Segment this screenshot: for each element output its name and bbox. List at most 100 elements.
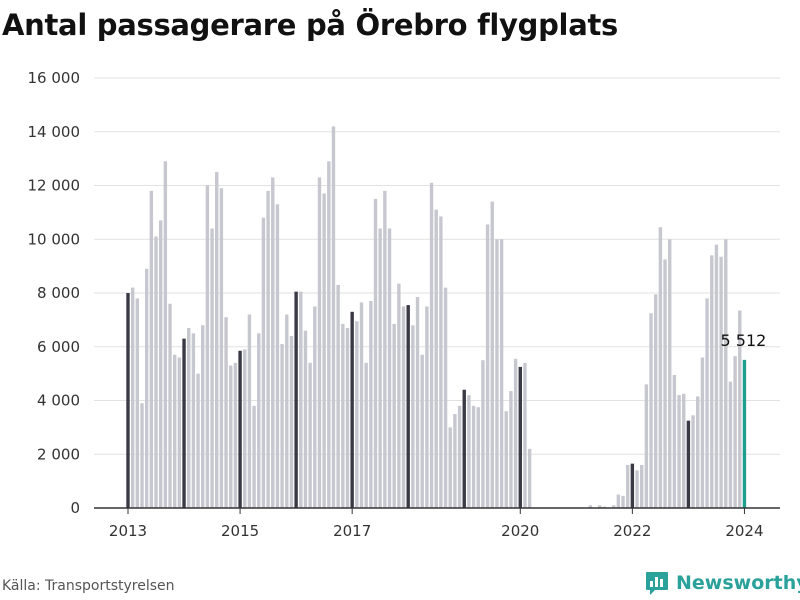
bar (177, 357, 182, 508)
bar (266, 190, 270, 508)
y-tick-label: 6 000 (37, 338, 80, 356)
bar (462, 389, 466, 508)
bar (696, 396, 700, 508)
y-tick-label: 16 000 (28, 69, 81, 87)
bar (140, 403, 144, 508)
x-tick-label: 2024 (725, 522, 763, 540)
bar (191, 333, 196, 508)
bar (588, 505, 593, 508)
bar (682, 393, 686, 508)
bar (443, 287, 448, 508)
bar (485, 224, 490, 508)
bar (453, 413, 457, 508)
bar (495, 239, 499, 508)
bar (677, 395, 681, 508)
bar (327, 161, 331, 508)
bar (219, 188, 224, 508)
bar (261, 217, 266, 508)
bar (173, 354, 177, 508)
bars (126, 126, 747, 508)
bar (467, 395, 471, 508)
bar (303, 330, 308, 508)
bar (672, 374, 677, 508)
annotations: 5 512 (721, 331, 767, 350)
bar (149, 190, 154, 508)
bar (700, 357, 705, 508)
chart-title: Antal passagerare på Örebro flygplats (2, 8, 618, 42)
axes (94, 507, 780, 514)
bar (616, 494, 621, 508)
bar (215, 172, 219, 508)
bar (663, 259, 667, 508)
x-tick-label: 2017 (333, 522, 371, 540)
bar (499, 239, 504, 508)
bar (210, 228, 214, 508)
bar (359, 302, 364, 508)
newsworthy-logo-icon (646, 572, 668, 595)
bar (294, 291, 298, 508)
bar (373, 198, 378, 508)
x-tick-label: 2013 (109, 522, 147, 540)
bar (397, 283, 401, 508)
bar (331, 126, 336, 508)
bar (714, 244, 719, 508)
bar (158, 220, 163, 508)
bar (630, 463, 635, 508)
y-tick-label: 0 (70, 499, 80, 517)
bar (257, 333, 261, 508)
bar (144, 268, 149, 508)
bar (364, 362, 368, 508)
bar (126, 293, 130, 508)
bar (457, 405, 462, 508)
bar (168, 303, 172, 508)
bar (336, 284, 340, 508)
bar (271, 177, 275, 508)
tick-labels: 0 2 000 4 000 6 000 8 000 10 000 12 000 14 000 1… (28, 69, 764, 540)
bar (229, 365, 233, 508)
bar (523, 362, 527, 508)
bar (205, 185, 210, 508)
bar (243, 349, 247, 508)
bar (247, 314, 252, 508)
bar (733, 356, 737, 508)
bar (640, 465, 644, 508)
bar (635, 470, 639, 508)
bar (401, 306, 406, 508)
brand-name: Newsworthy (676, 572, 800, 594)
bar (471, 405, 476, 508)
bar (322, 193, 326, 508)
bar (439, 216, 443, 508)
bar (705, 298, 709, 508)
bar (355, 321, 359, 508)
bar (369, 301, 373, 508)
bar (415, 297, 420, 508)
bar (317, 177, 322, 508)
bar (621, 495, 625, 508)
bar (182, 338, 186, 508)
bar (341, 323, 345, 508)
bar (392, 323, 396, 508)
bar (224, 317, 228, 508)
x-tick-label: 2022 (613, 522, 651, 540)
bar (691, 415, 695, 508)
bar (313, 306, 317, 508)
bar (387, 228, 392, 508)
bar (280, 344, 284, 508)
bar (187, 327, 191, 508)
bar (406, 305, 410, 508)
bar (448, 427, 452, 508)
bar (644, 384, 649, 508)
bar (383, 190, 387, 508)
bar (597, 505, 602, 508)
bar (611, 505, 616, 508)
bar (233, 362, 238, 508)
bar (686, 420, 691, 508)
y-tick-label: 2 000 (37, 445, 80, 463)
brand-logo[interactable]: Newsworthy (644, 570, 800, 596)
bar (429, 182, 434, 508)
bar (481, 360, 485, 508)
bar (289, 336, 294, 508)
bar (728, 381, 733, 508)
bar (527, 448, 532, 508)
